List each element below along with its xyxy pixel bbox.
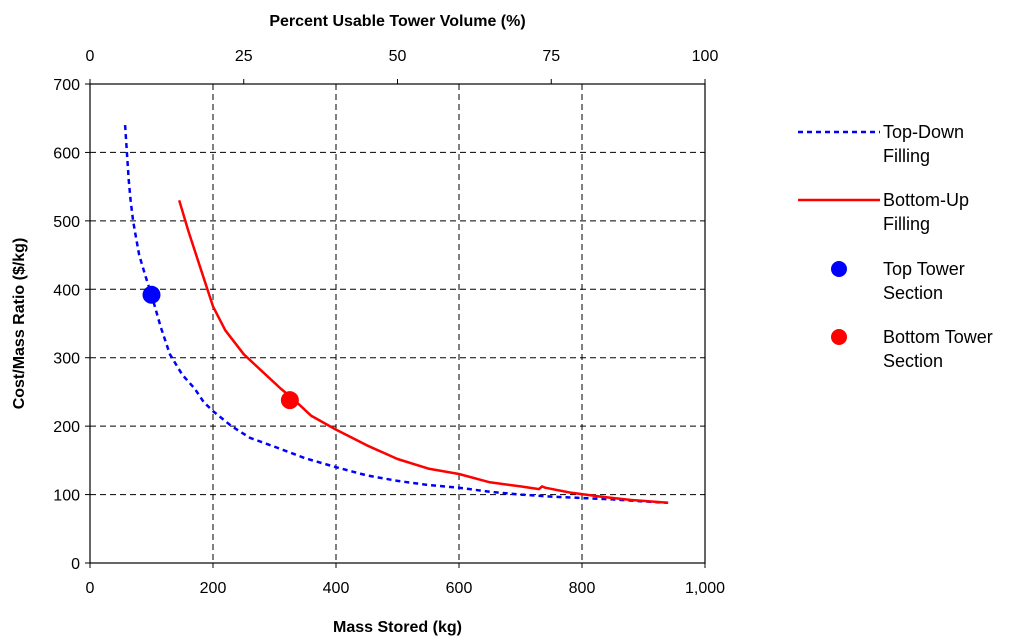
legend-label-top-down-filling: Filling <box>883 146 930 166</box>
legend-label-top-tower-section: Section <box>883 283 943 303</box>
x-tick-label: 600 <box>446 580 473 597</box>
x-tick-label: 200 <box>200 580 227 597</box>
legend-label-bottom-up-filling: Bottom-Up <box>883 190 969 210</box>
x-tick-label: 1,000 <box>685 580 725 597</box>
series-layer <box>123 125 669 505</box>
x2-tick-label: 0 <box>86 48 95 65</box>
y-tick-label: 600 <box>53 145 80 162</box>
series-point-bottom-tower-section <box>280 391 299 410</box>
x2-tick-label: 100 <box>692 48 719 65</box>
x-axis-title: Mass Stored (kg) <box>333 619 462 636</box>
x2-tick-label: 75 <box>542 48 560 65</box>
legend-swatch-top-tower-section <box>831 261 847 277</box>
top-axis-title: Percent Usable Tower Volume (%) <box>269 13 525 30</box>
series-point-top-tower-section <box>142 285 161 304</box>
legend-label-top-down-filling: Top-Down <box>883 122 964 142</box>
x-tick-label: 400 <box>323 580 350 597</box>
legend-label-bottom-up-filling: Filling <box>883 214 930 234</box>
series-line-top-down-filling <box>123 125 669 505</box>
legend-swatch-bottom-tower-section <box>831 329 847 345</box>
y-tick-label: 300 <box>53 351 80 368</box>
y-tick-label: 400 <box>53 282 80 299</box>
plot-area-frame <box>89 83 706 564</box>
legend-label-top-tower-section: Top Tower <box>883 259 965 279</box>
y-tick-label: 200 <box>53 419 80 436</box>
x2-tick-label: 25 <box>235 48 253 65</box>
x-tick-label: 800 <box>569 580 596 597</box>
legend-label-bottom-tower-section: Bottom Tower <box>883 327 993 347</box>
y-axis-title: Cost/Mass Ratio ($/kg) <box>11 238 28 410</box>
x2-tick-label: 50 <box>389 48 407 65</box>
x-tick-label: 0 <box>86 580 95 597</box>
y-tick-label: 700 <box>53 77 80 94</box>
y-tick-label: 100 <box>53 488 80 505</box>
grid-lines <box>90 84 705 563</box>
y-tick-label: 0 <box>71 556 80 573</box>
legend: Top-Down Filling Bottom-Up Filling Top Tower… <box>798 122 993 371</box>
y-tick-label: 500 <box>53 214 80 231</box>
legend-label-bottom-tower-section: Section <box>883 351 943 371</box>
series-line-bottom-up-filling <box>178 199 669 505</box>
